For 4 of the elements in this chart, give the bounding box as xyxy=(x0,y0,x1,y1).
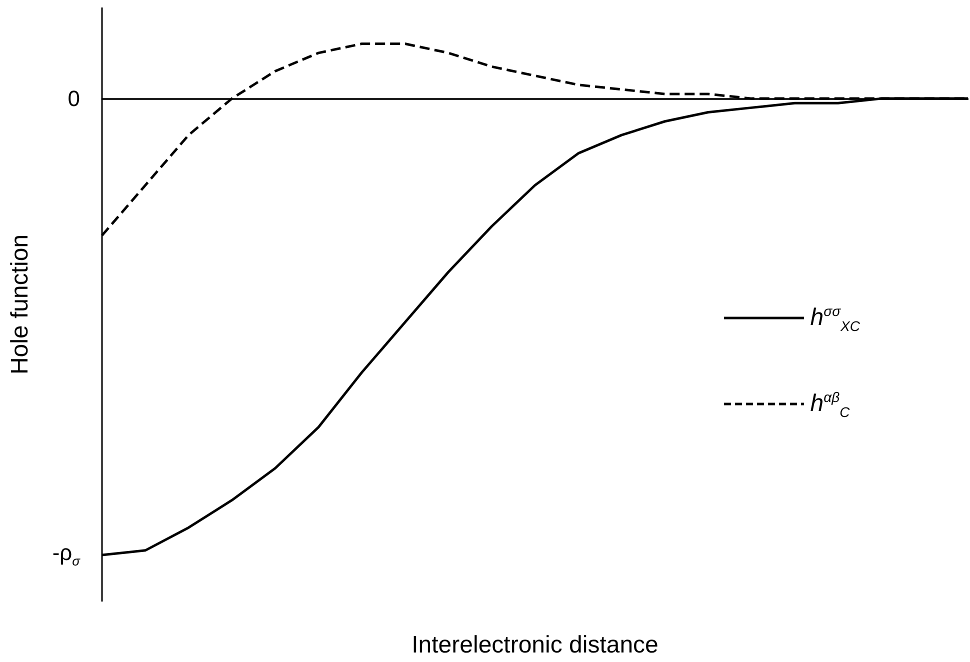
y-axis-title: Hole function xyxy=(6,234,34,375)
text: 0 xyxy=(68,86,80,111)
x-axis-title: Interelectronic distance xyxy=(412,632,658,658)
text: -ρ$_{σ}$ xyxy=(52,540,80,569)
